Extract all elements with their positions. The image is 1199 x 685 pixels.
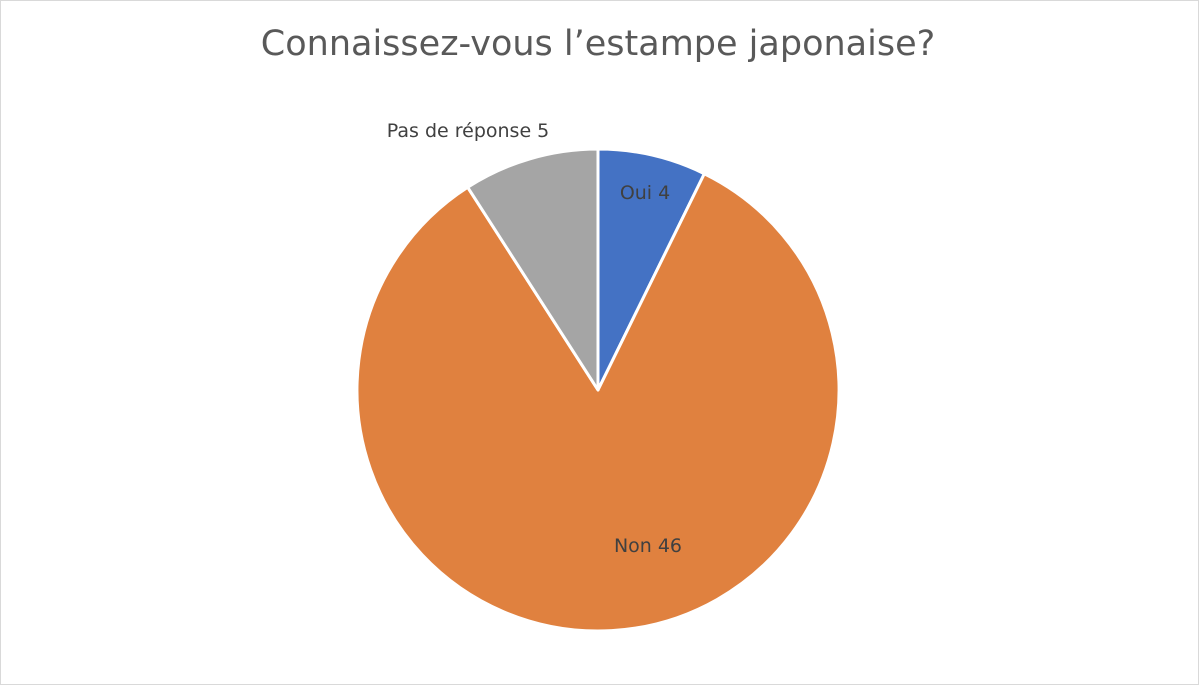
data-label: Non 46: [614, 535, 682, 557]
label-category: Non: [614, 535, 652, 557]
label-value: 46: [658, 535, 682, 557]
data-label: Pas de réponse 5: [387, 120, 549, 142]
label-value: 4: [658, 182, 670, 204]
chart-title: Connaissez-vous l’estampe japonaise?: [261, 24, 935, 64]
pie-slice: [466, 147, 600, 392]
pie-slice: [355, 172, 841, 633]
pie-slice: [596, 147, 706, 392]
label-category: Oui: [620, 182, 652, 204]
label-category: Pas de réponse: [387, 120, 531, 142]
label-value: 5: [537, 120, 549, 142]
data-label: Oui 4: [620, 182, 670, 204]
